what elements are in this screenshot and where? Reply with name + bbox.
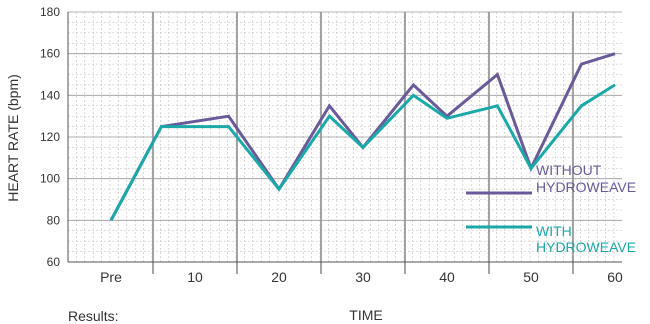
x-tick-label: 60 [607, 269, 623, 285]
series-line-without [109, 52, 616, 222]
y-tick-label: 140 [40, 88, 60, 102]
x-tick-label: 40 [439, 269, 455, 285]
y-tick-label: 160 [40, 47, 60, 61]
y-tick-label: 80 [47, 213, 61, 227]
minor-grid [67, 11, 622, 263]
series-line-with [109, 83, 616, 222]
legend-label-with: WITH [536, 223, 572, 239]
y-tick-label: 60 [47, 255, 61, 269]
results-label: Results: [68, 308, 119, 324]
y-tick-labels: 60 80 100 120 140 160 180 [40, 5, 60, 269]
series-lines [109, 52, 616, 222]
legend-label-without: HYDROWEAVE [536, 179, 636, 195]
y-tick-label: 180 [40, 5, 60, 19]
x-tick-label: 50 [523, 269, 539, 285]
x-tick-label: 20 [271, 269, 287, 285]
legend-label-without: WITHOUT [536, 162, 602, 178]
x-tick-label: 10 [187, 269, 203, 285]
y-axis-label: HEART RATE (bpm) [5, 74, 21, 202]
x-tick-label: Pre [100, 269, 122, 285]
x-tick-label: 30 [355, 269, 371, 285]
legend-label-with: HYDROWEAVE [536, 239, 636, 255]
y-tick-label: 120 [40, 130, 60, 144]
major-grid [152, 12, 574, 274]
x-tick-labels: Pre 10 20 30 40 50 60 [100, 269, 623, 285]
axes [67, 12, 622, 263]
y-tick-label: 100 [40, 172, 60, 186]
x-axis-label: TIME [349, 307, 382, 322]
